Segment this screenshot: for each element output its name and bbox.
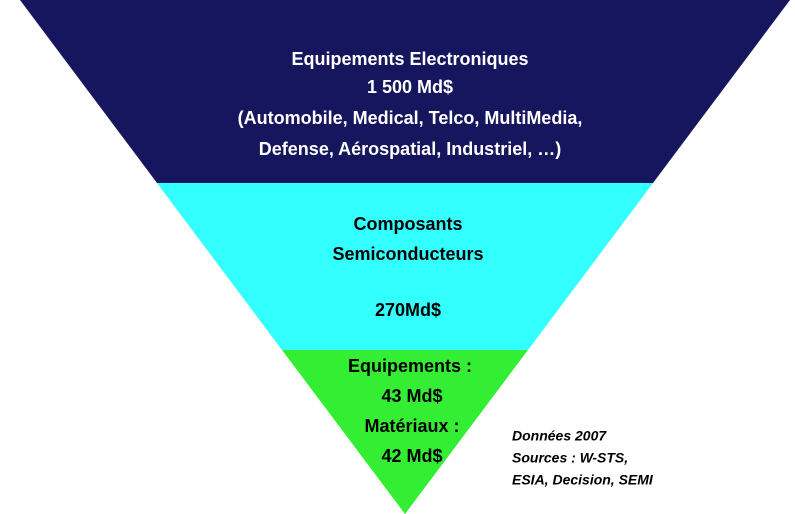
level-text: 42 Md$ <box>381 446 442 466</box>
note-text: Sources : W-STS, <box>512 450 628 466</box>
level-text: (Automobile, Medical, Telco, MultiMedia, <box>238 108 583 128</box>
level-text: Composants <box>353 214 462 234</box>
bottom-band <box>282 350 528 514</box>
level-text: 270Md$ <box>375 300 441 320</box>
level-text: Semiconducteurs <box>332 244 483 264</box>
level-text: Equipements Electroniques <box>291 49 528 69</box>
level-text: Defense, Aérospatial, Industriel, …) <box>259 139 561 159</box>
level-text: Matériaux : <box>364 416 459 436</box>
level-text: Equipements : <box>348 356 472 376</box>
middle-band <box>157 183 653 350</box>
top-band <box>20 0 790 183</box>
level-text: 43 Md$ <box>381 386 442 406</box>
note-text: ESIA, Decision, SEMI <box>512 472 654 488</box>
note-text: Données 2007 <box>512 428 607 444</box>
level-text: 1 500 Md$ <box>367 77 453 97</box>
